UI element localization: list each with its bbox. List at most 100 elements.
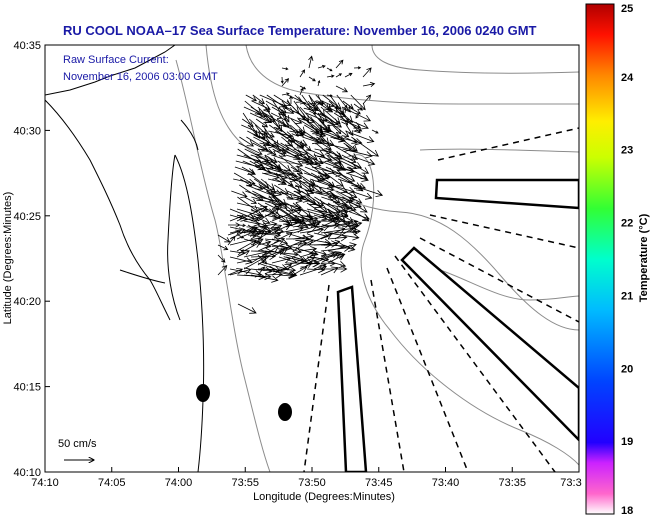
current-vector — [257, 240, 272, 246]
current-vector — [331, 130, 358, 152]
colorbar-tick-label: 20 — [621, 363, 633, 375]
current-vector — [285, 215, 306, 224]
current-vector — [236, 250, 250, 258]
current-vector — [299, 85, 307, 90]
current-vector — [351, 136, 379, 157]
current-vector — [306, 251, 339, 264]
y-tick-labels: 40:10 40:15 40:20 40:25 40:30 40:35 — [13, 40, 50, 479]
current-vector — [237, 234, 245, 239]
current-vector — [293, 148, 309, 156]
current-vector — [362, 94, 372, 105]
track-polygons — [336, 178, 579, 472]
current-vector — [281, 67, 289, 71]
current-vector — [345, 130, 375, 143]
current-vector — [348, 154, 376, 166]
current-vector — [299, 263, 312, 270]
current-vector — [371, 129, 379, 134]
current-vector — [257, 259, 266, 266]
current-vector — [239, 136, 254, 147]
current-vector — [299, 69, 306, 78]
current-vector — [337, 136, 363, 146]
current-vector — [229, 267, 252, 276]
current-vector — [328, 100, 354, 123]
current-vector — [299, 252, 317, 264]
annotation-line-1: Raw Surface Current: — [63, 54, 169, 66]
current-vector — [249, 160, 266, 170]
current-vector — [238, 142, 263, 155]
current-vector — [336, 190, 355, 201]
colorbar-tick-labels: 18 19 20 21 22 23 24 25 — [621, 3, 634, 517]
chart-title: RU COOL NOAA–17 Sea Surface Temperature:… — [63, 23, 537, 38]
current-vector — [270, 112, 283, 119]
current-vector — [349, 196, 363, 204]
current-vector — [346, 118, 369, 130]
current-vector — [250, 274, 279, 283]
x-tick-label: 73:3 — [560, 477, 581, 489]
y-tick-label: 40:25 — [13, 211, 41, 223]
current-vector — [334, 227, 361, 236]
current-vector — [306, 265, 326, 274]
x-axis-label: Longitude (Degrees:Minutes) — [253, 491, 395, 503]
x-tick-label: 73:35 — [498, 477, 526, 489]
current-vector — [344, 72, 353, 78]
x-tick-labels: 74:10 74:05 74:00 73:55 73:50 73:45 73:40 73:35… — [31, 467, 582, 489]
current-vector — [247, 224, 258, 231]
current-vector — [292, 224, 318, 234]
colorbar-tick-label: 25 — [621, 3, 633, 15]
current-vector — [327, 210, 349, 222]
current-vector — [309, 184, 335, 193]
current-vector — [217, 234, 231, 243]
colorbar-tick-label: 21 — [621, 290, 633, 302]
current-vector — [313, 250, 327, 256]
current-vector — [330, 184, 356, 194]
current-vector — [299, 87, 304, 96]
current-vector — [285, 235, 310, 243]
current-vector — [271, 223, 292, 234]
current-vector — [229, 214, 244, 222]
colorbar-label: Temperature (°C) — [638, 213, 650, 302]
current-vector — [227, 229, 242, 236]
current-vector — [334, 202, 357, 212]
y-tick-label: 40:30 — [13, 125, 41, 137]
coastline — [45, 45, 205, 472]
current-vector — [348, 106, 361, 115]
current-vector — [308, 76, 316, 82]
current-vector — [250, 214, 263, 222]
current-vector — [276, 118, 290, 128]
current-vector — [343, 190, 358, 199]
current-vector — [256, 112, 273, 124]
current-vector — [250, 266, 273, 275]
current-vector — [332, 124, 342, 135]
current-vector — [257, 266, 266, 276]
current-vector — [229, 227, 246, 234]
bathymetry-contours — [175, 45, 579, 472]
colorbar — [585, 3, 615, 515]
current-vector — [263, 112, 287, 127]
current-vector — [271, 256, 292, 264]
current-vector — [245, 94, 258, 102]
current-vector — [264, 154, 278, 163]
current-vector — [276, 166, 303, 189]
current-vector — [317, 64, 326, 69]
y-tick-label: 40:15 — [13, 382, 41, 394]
radar-coverage-lines — [303, 127, 579, 472]
current-vector — [351, 184, 384, 197]
current-vector — [353, 66, 362, 70]
current-vector — [334, 225, 358, 240]
current-vector — [324, 172, 344, 187]
current-vector — [313, 251, 342, 264]
current-vector — [341, 154, 357, 163]
current-vector — [289, 178, 317, 188]
current-vector — [320, 106, 341, 125]
current-vector — [258, 100, 271, 113]
current-vector — [257, 226, 267, 236]
x-tick-label: 74:05 — [98, 477, 126, 489]
current-vector — [327, 240, 341, 246]
current-vector — [342, 100, 354, 109]
current-vector — [280, 76, 284, 84]
current-vector — [342, 196, 368, 213]
current-vector — [271, 207, 303, 222]
current-vector — [228, 222, 241, 228]
current-vector — [292, 266, 308, 276]
current-vector — [292, 233, 315, 241]
